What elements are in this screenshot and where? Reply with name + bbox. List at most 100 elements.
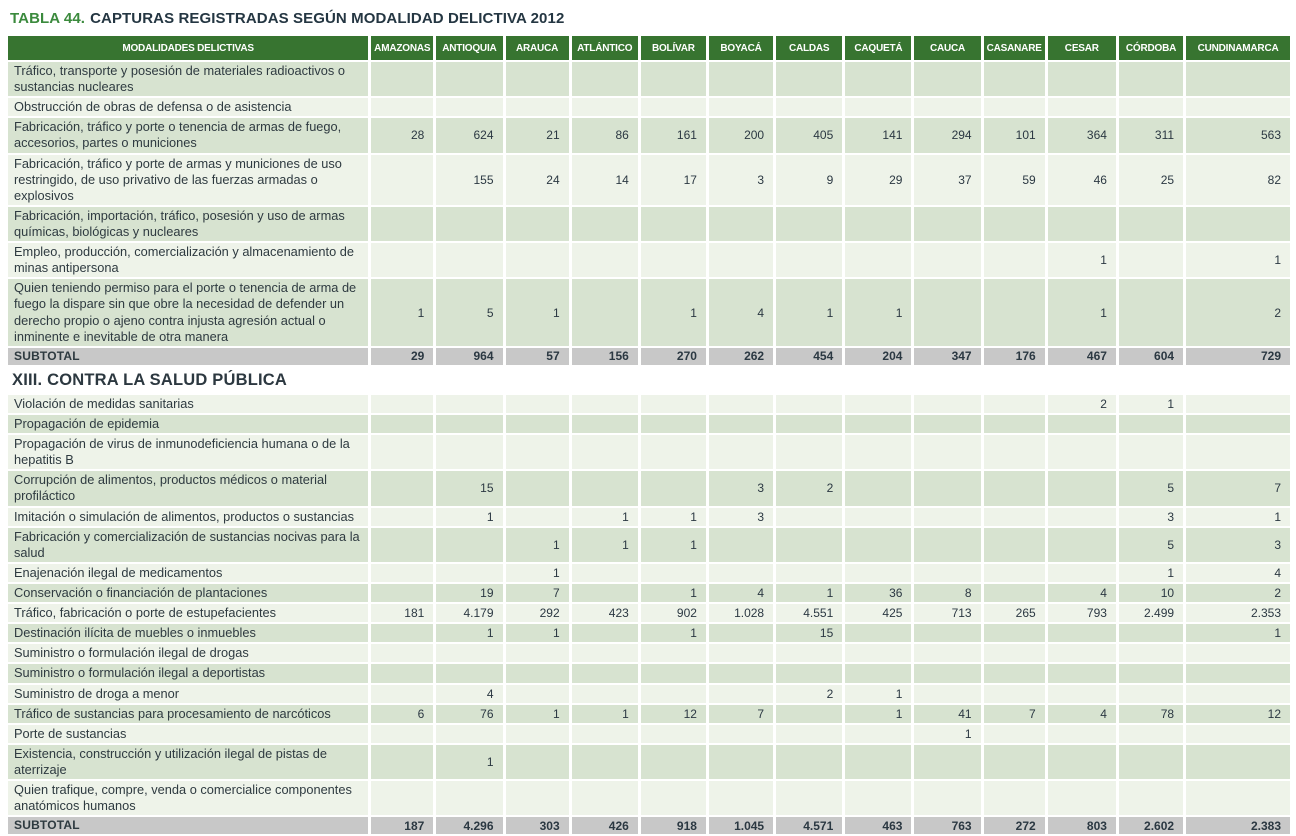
value-cell (371, 644, 437, 665)
value-cell (371, 154, 437, 207)
subtotal-row: SUBTOTAL 187 4.296 303 426 918 1.045 4.571 463 76… (8, 817, 1290, 836)
value-cell (914, 279, 984, 348)
value-cell (708, 243, 777, 280)
modalidad-label: Tráfico de sustancias para procesamiento… (8, 704, 372, 725)
table-row: Conservación o financiación de plantacio… (8, 583, 1290, 605)
value-cell: 1 (505, 563, 572, 584)
value-cell (983, 563, 1048, 584)
value-cell (1186, 98, 1290, 119)
value-cell (914, 62, 984, 99)
value-cell: 1 (1118, 563, 1187, 584)
value-cell (1186, 724, 1290, 745)
value-cell (571, 62, 641, 99)
value-cell: 1 (845, 704, 915, 725)
value-cell: 3 (708, 154, 777, 207)
value-cell (983, 394, 1048, 415)
value-cell (571, 206, 641, 244)
value-cell (708, 98, 777, 119)
value-cell (1047, 684, 1119, 705)
value-cell (776, 243, 846, 280)
value-cell (1118, 62, 1187, 99)
value-cell: 21 (505, 118, 572, 155)
value-cell: 46 (1047, 154, 1119, 207)
value-cell (914, 644, 984, 665)
value-cell (640, 98, 709, 119)
value-cell: 3 (708, 471, 777, 508)
value-cell (505, 724, 572, 745)
modalidad-label: Quien trafique, compre, venda o comercia… (8, 781, 372, 818)
value-cell: 4.551 (776, 604, 846, 625)
value-cell (708, 644, 777, 665)
value-cell (505, 744, 572, 782)
value-cell (1118, 435, 1187, 472)
page-title: TABLA 44. CAPTURAS REGISTRADAS SEGÚN MODA… (10, 10, 1288, 27)
value-cell (708, 206, 777, 244)
value-cell: 454 (776, 347, 846, 367)
value-cell (914, 684, 984, 705)
value-cell (436, 527, 506, 564)
column-header-amazonas: AMAZONAS (371, 36, 437, 62)
value-cell (776, 664, 846, 685)
value-cell (371, 624, 437, 645)
value-cell (436, 644, 506, 665)
table-row: Enajenación ilegal de medicamentos 1 1 4 (8, 563, 1290, 584)
value-cell (914, 471, 984, 508)
value-cell (436, 781, 506, 818)
value-cell (914, 435, 984, 472)
value-cell (983, 62, 1048, 99)
table-row: Fabricación, importación, tráfico, poses… (8, 206, 1290, 244)
value-cell: 86 (571, 118, 641, 155)
subtotal-label: SUBTOTAL (8, 347, 372, 367)
value-cell (371, 435, 437, 472)
value-cell (1186, 414, 1290, 436)
value-cell (371, 684, 437, 705)
table-header-row: MODALIDADES DELICTIVAS AMAZONAS ANTIOQUIA A… (8, 36, 1290, 62)
value-cell (1118, 724, 1187, 745)
value-cell (1186, 644, 1290, 665)
value-cell: 15 (436, 471, 506, 508)
value-cell: 1.045 (708, 817, 777, 836)
value-cell (708, 684, 777, 705)
value-cell: 4 (1047, 583, 1119, 605)
value-cell (708, 724, 777, 745)
value-cell (505, 781, 572, 818)
value-cell: 7 (1186, 471, 1290, 508)
value-cell (371, 62, 437, 99)
value-cell (845, 563, 915, 584)
value-cell: 59 (983, 154, 1048, 207)
value-cell (1118, 684, 1187, 705)
modalidad-label: Suministro de droga a menor (8, 684, 372, 705)
value-cell: 5 (1118, 471, 1187, 508)
value-cell (776, 507, 846, 528)
value-cell (1047, 563, 1119, 584)
value-cell (505, 435, 572, 472)
value-cell (845, 624, 915, 645)
table-row: Empleo, producción, comercialización y a… (8, 243, 1290, 280)
value-cell (505, 62, 572, 99)
value-cell (436, 664, 506, 685)
value-cell (845, 664, 915, 685)
value-cell (505, 507, 572, 528)
table-number-label: TABLA 44. (10, 10, 86, 27)
table-row: Existencia, construcción y utilización i… (8, 744, 1290, 782)
value-cell: 2 (776, 471, 846, 508)
value-cell (1047, 507, 1119, 528)
value-cell: 155 (436, 154, 506, 207)
value-cell (845, 781, 915, 818)
value-cell (505, 644, 572, 665)
value-cell (1186, 744, 1290, 782)
value-cell (983, 206, 1048, 244)
value-cell (983, 98, 1048, 119)
value-cell (505, 414, 572, 436)
value-cell (505, 664, 572, 685)
modalidad-label: Suministro o formulación ilegal de droga… (8, 644, 372, 665)
value-cell (983, 644, 1048, 665)
modalidad-label: Fabricación, tráfico y porte o tenencia … (8, 118, 372, 155)
modalidad-label: Imitación o simulación de alimentos, pro… (8, 507, 372, 528)
value-cell (436, 394, 506, 415)
value-cell (1186, 684, 1290, 705)
value-cell (640, 471, 709, 508)
value-cell (640, 781, 709, 818)
value-cell (1047, 414, 1119, 436)
value-cell (571, 471, 641, 508)
